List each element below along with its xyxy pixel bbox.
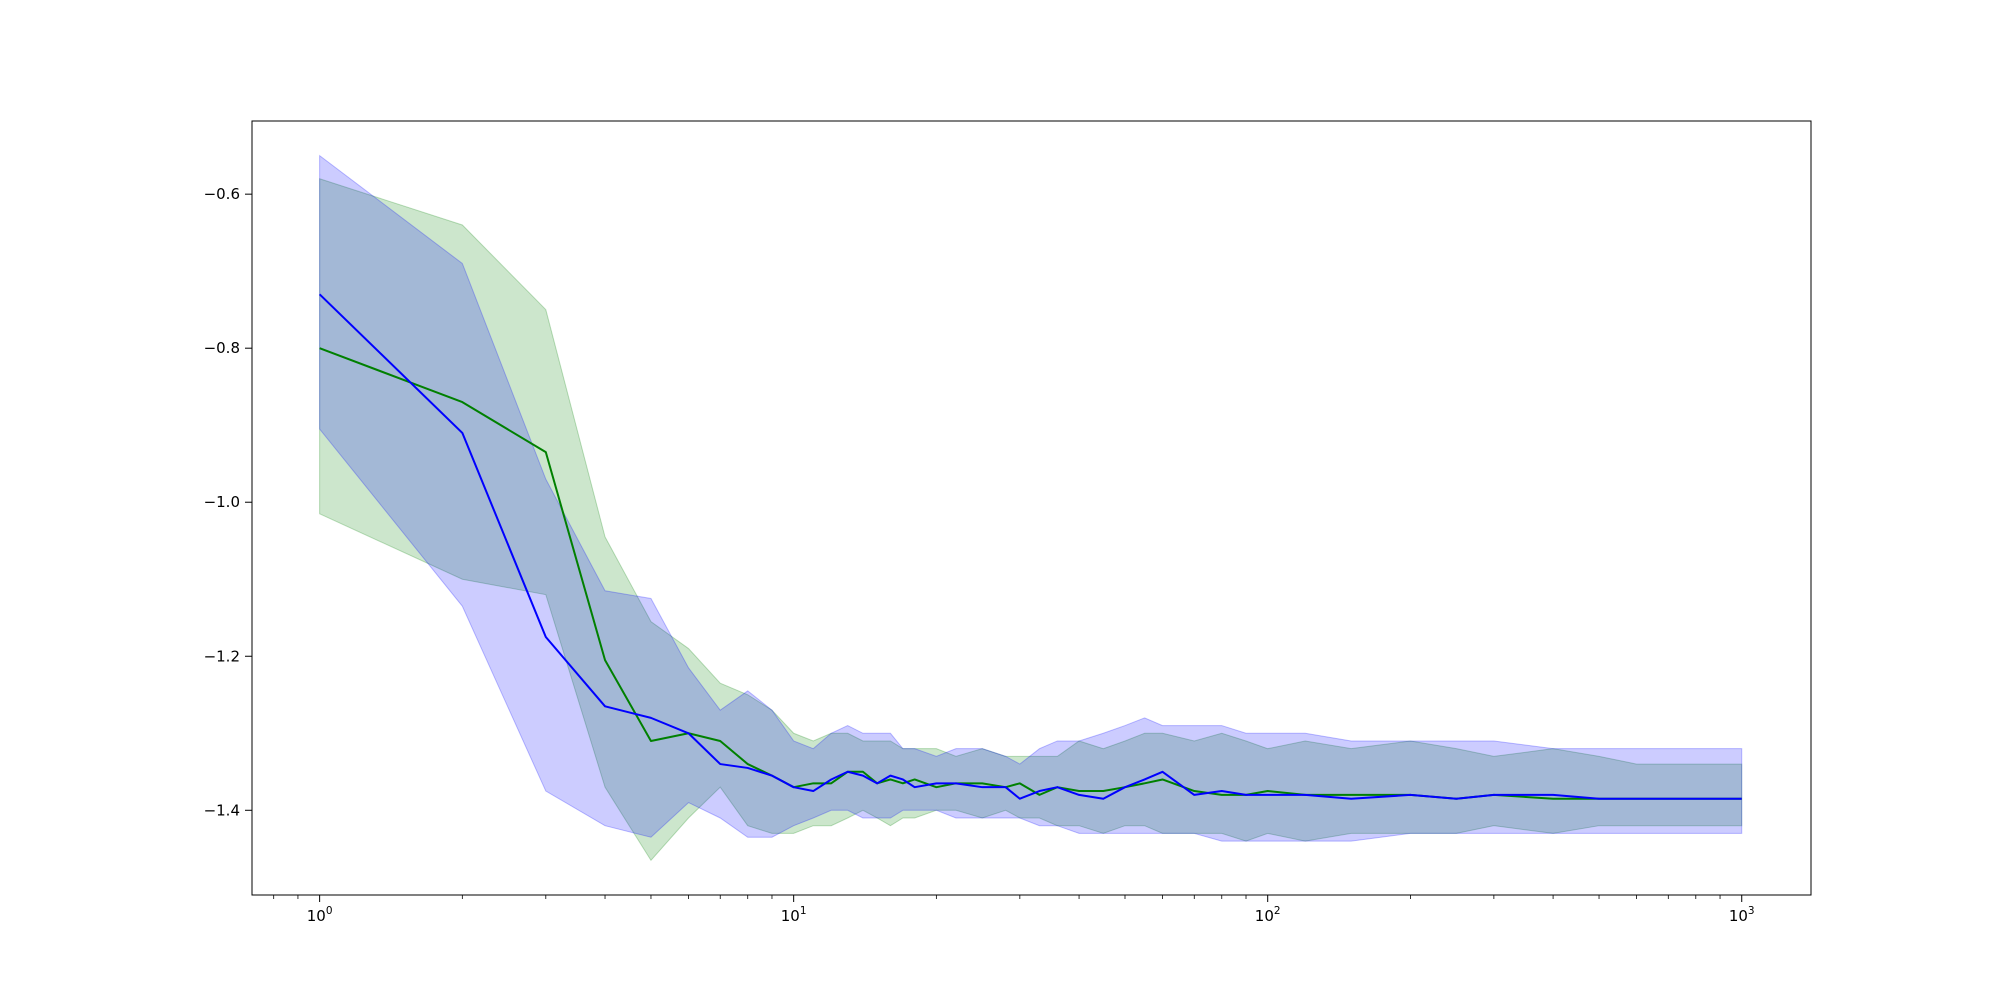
series-1-point xyxy=(461,432,463,434)
series-1-point xyxy=(1667,798,1669,800)
series-1-point xyxy=(1005,786,1007,788)
series-1-point xyxy=(1636,798,1638,800)
series-1-point xyxy=(604,705,606,707)
series-1-point xyxy=(1162,771,1164,773)
y-tick-label: −1.4 xyxy=(204,801,240,819)
series-1-point xyxy=(812,790,814,792)
series-1-point xyxy=(319,293,321,295)
series-1-point xyxy=(1719,798,1721,800)
series-1-point xyxy=(771,775,773,777)
y-tick-label: −1.2 xyxy=(204,647,240,665)
series-1-point xyxy=(1410,794,1412,796)
series-1-point xyxy=(1124,786,1126,788)
series-1-point xyxy=(1695,798,1697,800)
series-1-point xyxy=(1455,798,1457,800)
plot-frame xyxy=(251,120,1812,896)
series-1-point xyxy=(1598,798,1600,800)
series-1-point xyxy=(1552,794,1554,796)
series-1-point xyxy=(1304,794,1306,796)
series-1-point xyxy=(1350,798,1352,800)
y-tick-label: −1.0 xyxy=(204,493,240,511)
x-axis: 100 101 102 103 xyxy=(273,895,1755,925)
series-1-point xyxy=(793,786,795,788)
series-1-point xyxy=(1019,798,1021,800)
series-1-point xyxy=(688,732,690,734)
series-1-point xyxy=(1221,790,1223,792)
series-0-point xyxy=(1078,790,1080,792)
series-1-point xyxy=(914,786,916,788)
series-1-point xyxy=(1144,779,1146,781)
series-0-point xyxy=(650,740,652,742)
series-1-point xyxy=(545,636,547,638)
series-1-point xyxy=(981,786,983,788)
series-1-point xyxy=(1741,798,1743,800)
series-0-point xyxy=(981,782,983,784)
series-0-point xyxy=(862,771,864,773)
x-tick-label: 101 xyxy=(781,905,807,925)
series-0-point xyxy=(1193,790,1195,792)
series-0-point xyxy=(902,782,904,784)
x-tick-label: 103 xyxy=(1729,905,1755,925)
series-0-point xyxy=(1552,798,1554,800)
series-1-point xyxy=(955,782,957,784)
series-0-point xyxy=(1221,794,1223,796)
series-0-point xyxy=(747,763,749,765)
confidence-bands xyxy=(319,154,1743,862)
series-0-point xyxy=(1162,779,1164,781)
series-1-point xyxy=(890,775,892,777)
series-1-line xyxy=(318,293,1742,800)
series-1-point xyxy=(862,775,864,777)
series-1-point xyxy=(902,779,904,781)
series-1-point xyxy=(876,782,878,784)
series-0-point xyxy=(461,401,463,403)
series-0-point xyxy=(719,740,721,742)
series-0-point xyxy=(1144,782,1146,784)
series-0-point xyxy=(1019,782,1021,784)
series-0-point xyxy=(1039,794,1041,796)
series-1-point xyxy=(1102,798,1104,800)
series-1-point xyxy=(650,717,652,719)
series-0-point xyxy=(1102,790,1104,792)
series-1-band xyxy=(319,154,1743,842)
series-1-point xyxy=(830,779,832,781)
series-0-point xyxy=(1350,794,1352,796)
series-0-point xyxy=(545,451,547,453)
series-lines xyxy=(318,293,1743,800)
series-1-point xyxy=(1078,794,1080,796)
series-1-point xyxy=(1193,794,1195,796)
x-tick-label: 102 xyxy=(1255,905,1281,925)
series-1-point xyxy=(1493,794,1495,796)
series-1-point xyxy=(747,767,749,769)
y-tick-label: −0.6 xyxy=(204,185,240,203)
series-0-band xyxy=(319,178,1743,862)
series-1-point xyxy=(1039,790,1041,792)
series-0-point xyxy=(914,779,916,781)
series-1-point xyxy=(719,763,721,765)
x-tick-label: 100 xyxy=(307,905,333,925)
series-1-point xyxy=(1267,794,1269,796)
series-1-point xyxy=(935,782,937,784)
series-0-point xyxy=(319,347,321,349)
series-1-point xyxy=(847,771,849,773)
series-0-point xyxy=(604,659,606,661)
series-0-point xyxy=(935,786,937,788)
series-0-point xyxy=(830,782,832,784)
series-1-point xyxy=(1056,786,1058,788)
series-0-point xyxy=(1267,790,1269,792)
series-1-point xyxy=(1245,794,1247,796)
series-0-point xyxy=(890,779,892,781)
y-tick-label: −0.8 xyxy=(204,339,240,357)
series-0-point xyxy=(812,782,814,784)
y-axis: −0.6 −0.8 −1.0 −1.2 −1.4 xyxy=(204,185,252,819)
